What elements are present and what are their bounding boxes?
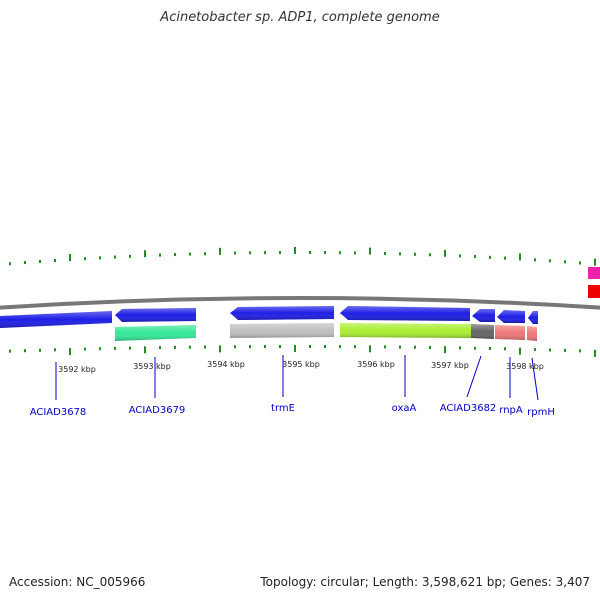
gene-label-ACIAD3682[interactable]: ACIAD3682 [440, 403, 497, 414]
tick-row-bottom [9, 345, 596, 357]
gene-ACIAD3682-bar[interactable] [471, 324, 494, 339]
gene-rnpA-bar[interactable] [495, 325, 525, 340]
accession-text: Accession: NC_005966 [9, 575, 146, 589]
gene-ACIAD3679-bar[interactable] [115, 325, 196, 341]
ruler-label: 3596 kbp [357, 360, 395, 369]
ruler-label: 3593 kbp [133, 362, 171, 371]
gene-oxaA-arrow[interactable] [340, 306, 470, 321]
label-leaders [55, 355, 539, 401]
ruler-label: 3595 kbp [282, 360, 320, 369]
gene-rnpA-arrow[interactable] [497, 310, 525, 323]
ruler-label: 3597 kbp [431, 361, 469, 370]
ruler-label: 3594 kbp [207, 360, 245, 369]
gene-trmE-arrow[interactable] [230, 306, 334, 320]
gene-label-trmE[interactable]: trmE [271, 403, 295, 414]
ruler-label: 3598 kbp [506, 362, 544, 371]
gene-trmE-bar[interactable] [230, 323, 334, 338]
gene-ACIAD3678-arrow[interactable] [0, 311, 112, 328]
ruler-label: 3592 kbp [58, 365, 96, 374]
pink-feature [588, 267, 600, 279]
gene-label-ACIAD3678[interactable]: ACIAD3678 [30, 407, 87, 418]
gene-label-ACIAD3679[interactable]: ACIAD3679 [129, 405, 186, 416]
gene-ACIAD3679-arrow[interactable] [115, 308, 196, 322]
red-feature [588, 285, 600, 298]
gene-label-rnpA[interactable]: rnpA [499, 405, 523, 416]
gene-rpmH-bar[interactable] [527, 326, 537, 341]
gene-ACIAD3682-arrow[interactable] [472, 309, 495, 322]
topology-text: Topology: circular; Length: 3,598,621 bp… [260, 575, 590, 589]
gene-oxaA-bar[interactable] [340, 323, 471, 338]
genome-backbone [0, 296, 600, 310]
gene-label-oxaA[interactable]: oxaA [392, 403, 417, 414]
tick-row-top [9, 247, 596, 266]
gene-label-rpmH[interactable]: rpmH [527, 407, 555, 418]
map-title: Acinetobacter sp. ADP1, complete genome [160, 10, 440, 25]
gene-rpmH-arrow[interactable] [528, 311, 538, 324]
